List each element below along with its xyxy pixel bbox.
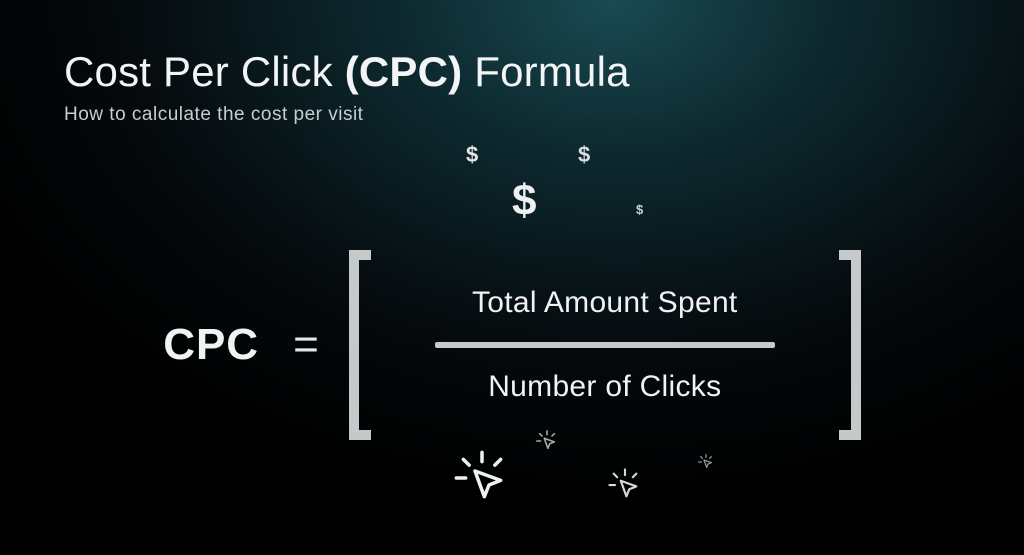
denominator: Number of Clicks	[488, 348, 721, 426]
cursor-click-icon	[454, 450, 510, 506]
page-subtitle: How to calculate the cost per visit	[64, 104, 960, 126]
formula-lhs: CPC	[163, 320, 259, 370]
numerator: Total Amount Spent	[472, 264, 738, 342]
right-bracket	[839, 250, 861, 440]
formula-container: CPC = Total Amount Spent Number of Click…	[0, 250, 1024, 440]
title-bold: (CPC)	[345, 48, 463, 95]
dollar-icon: $	[512, 176, 536, 226]
page-title: Cost Per Click (CPC) Formula	[64, 48, 960, 96]
title-post: Formula	[462, 48, 629, 95]
dollar-icon: $	[578, 142, 590, 168]
dollar-icon: $	[466, 142, 478, 168]
dollar-icon: $	[636, 202, 643, 217]
cursor-click-icon	[608, 468, 642, 502]
equals-sign: =	[293, 320, 319, 370]
slide-content: Cost Per Click (CPC) Formula How to calc…	[0, 0, 1024, 555]
cursor-click-icon	[698, 454, 714, 470]
fraction: Total Amount Spent Number of Clicks	[395, 264, 815, 426]
left-bracket	[349, 250, 371, 440]
cursor-click-icon	[536, 430, 558, 452]
title-pre: Cost Per Click	[64, 48, 345, 95]
